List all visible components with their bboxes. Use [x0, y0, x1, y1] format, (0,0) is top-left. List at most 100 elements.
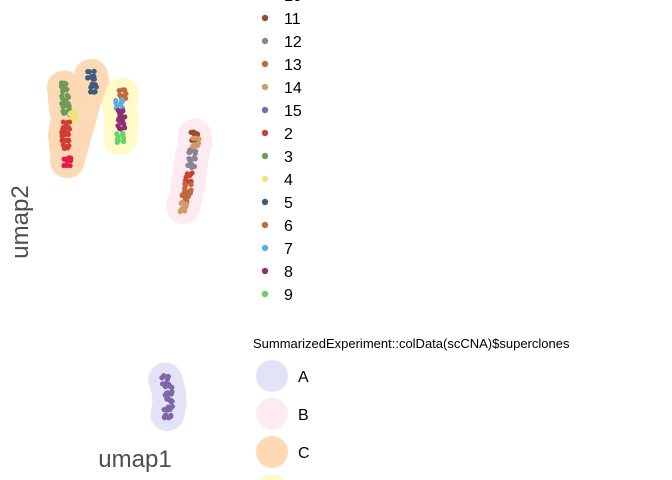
cell-point	[191, 163, 198, 169]
legend-label-4: 4	[284, 172, 293, 189]
cell-point	[186, 192, 192, 198]
cell-point	[162, 384, 169, 390]
cell-point	[64, 92, 70, 98]
legend-label-8: 8	[284, 264, 293, 281]
superclone-key-C	[256, 436, 288, 468]
cell-point	[58, 83, 65, 89]
legend-label-7: 7	[284, 241, 293, 258]
cell-point	[120, 119, 126, 125]
superclone-key-A	[256, 360, 288, 392]
legend-key-4	[261, 175, 269, 183]
cell-point	[188, 129, 194, 136]
legend-label-14: 14	[284, 80, 302, 97]
cell-point	[63, 97, 69, 103]
cell-point	[115, 107, 121, 114]
cell-point	[187, 149, 193, 155]
cell-point	[113, 97, 119, 104]
cell-point	[73, 113, 79, 119]
legend-key-15	[261, 106, 269, 114]
cell-point	[91, 68, 97, 75]
cell-point	[187, 171, 194, 177]
cell-point	[66, 138, 72, 144]
legend-label-12: 12	[284, 34, 302, 51]
cell-point	[191, 148, 197, 154]
cell-point	[188, 181, 194, 188]
cell-point	[164, 407, 170, 413]
cell-point	[64, 162, 70, 168]
cell-point	[178, 206, 185, 213]
cell-point	[87, 89, 94, 95]
cell-point	[193, 135, 199, 141]
cell-point	[118, 99, 124, 105]
cell-point	[187, 188, 193, 194]
superclone-key-D	[259, 474, 285, 480]
cell-point	[169, 384, 175, 390]
cell-point	[182, 181, 188, 187]
cell-point	[60, 119, 66, 125]
cell-point	[66, 103, 72, 109]
cell-point	[85, 75, 91, 81]
cell-points	[58, 68, 202, 421]
legend-key-5	[261, 198, 269, 206]
cell-point	[60, 88, 66, 95]
superclone-label-A: A	[298, 369, 309, 386]
legend-key-7	[261, 244, 269, 252]
x-axis-title: umap1	[98, 446, 171, 473]
cell-point	[85, 69, 91, 75]
legend-label-2: 2	[284, 126, 293, 143]
legend-key-3	[261, 152, 269, 160]
legend-label-10: 10	[284, 0, 302, 5]
cell-point	[64, 158, 70, 164]
legend-key-8	[261, 267, 269, 275]
cell-point	[122, 114, 128, 120]
cell-point	[63, 123, 69, 129]
cell-point	[166, 415, 172, 421]
legend-label-5: 5	[284, 195, 293, 212]
legend-label-9: 9	[284, 287, 293, 304]
cell-point	[191, 143, 197, 149]
superclone-legend-title: SummarizedExperiment::colData(scCNA)$sup…	[253, 336, 570, 351]
y-axis-title: umap2	[7, 185, 34, 258]
superclone-label-B: B	[298, 407, 309, 424]
cell-point	[63, 81, 69, 87]
cell-point	[60, 104, 66, 110]
legend-label-6: 6	[284, 218, 293, 235]
cell-point	[187, 156, 193, 162]
superclone-key-B	[256, 398, 288, 430]
cell-point	[118, 126, 124, 132]
cell-point	[165, 396, 171, 402]
cell-point	[164, 376, 171, 382]
legend-label-3: 3	[284, 149, 293, 166]
cell-point	[71, 108, 78, 114]
cell-point	[120, 138, 127, 145]
superclone-label-C: C	[298, 445, 310, 462]
superclone-legend: SummarizedExperiment::colData(scCNA)$sup…	[253, 336, 570, 480]
cell-point	[180, 199, 186, 206]
cell-point	[191, 156, 197, 162]
cell-point	[59, 133, 65, 139]
color-legend: 10 11 12 13 14 15 2 3 4 5 6 7 8 9	[261, 0, 302, 304]
cell-point	[169, 389, 175, 395]
cell-point	[60, 108, 66, 114]
cell-point	[65, 131, 72, 138]
legend-key-12	[261, 37, 269, 45]
cell-point	[114, 131, 120, 137]
legend-label-13: 13	[284, 57, 302, 74]
cell-point	[185, 162, 191, 169]
legend-key-6	[261, 221, 269, 229]
cell-point	[120, 130, 126, 137]
legend-key-9	[261, 290, 269, 298]
legend-key-11	[261, 14, 269, 22]
cell-point	[60, 142, 66, 148]
legend-key-13	[261, 60, 269, 68]
cell-point	[161, 372, 167, 379]
cell-point	[162, 392, 168, 398]
cell-point	[93, 84, 99, 90]
cell-point	[120, 87, 126, 93]
cell-point	[179, 192, 185, 198]
legend-key-2	[261, 129, 269, 137]
legend-label-11: 11	[284, 11, 301, 28]
plot-panel	[47, 59, 213, 432]
cell-point	[168, 399, 174, 405]
